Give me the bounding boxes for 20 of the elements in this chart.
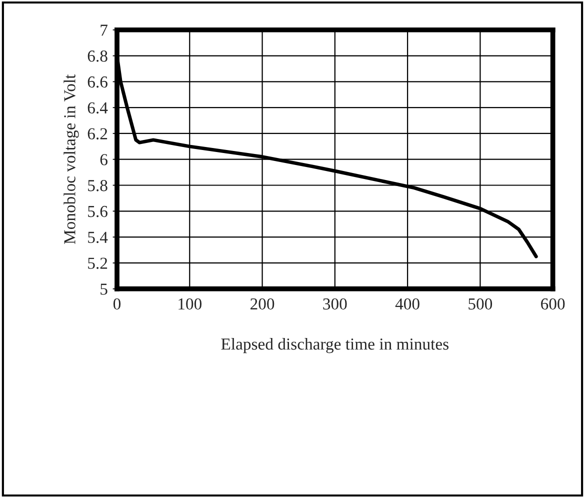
x-tick-label: 600 xyxy=(541,298,565,310)
x-tick-label: 200 xyxy=(250,298,274,310)
x-tick-label: 300 xyxy=(323,298,347,310)
y-tick-label: 5.4 xyxy=(88,232,108,244)
y-tick-label: 5.8 xyxy=(88,180,108,192)
y-tick-label: 6.8 xyxy=(88,50,108,62)
y-tick-label: 5.6 xyxy=(88,206,108,218)
y-tick-label: 5 xyxy=(100,284,108,295)
y-tick-label: 6 xyxy=(100,154,108,166)
y-tick-label: 7 xyxy=(100,24,108,36)
y-axis-title: Monobloc voltage in Volt xyxy=(64,74,79,244)
x-tick-label: 100 xyxy=(178,298,202,310)
x-axis-title: Elapsed discharge time in minutes xyxy=(221,338,448,354)
x-tick-label: 0 xyxy=(113,298,121,310)
y-tick-label: 5.2 xyxy=(88,258,108,269)
y-tick-label: 6.6 xyxy=(88,76,108,88)
y-tick-label: 6.4 xyxy=(88,102,108,114)
x-tick-label: 400 xyxy=(395,298,420,310)
y-tick-label: 6.2 xyxy=(88,128,108,140)
x-tick-label: 500 xyxy=(468,298,492,310)
